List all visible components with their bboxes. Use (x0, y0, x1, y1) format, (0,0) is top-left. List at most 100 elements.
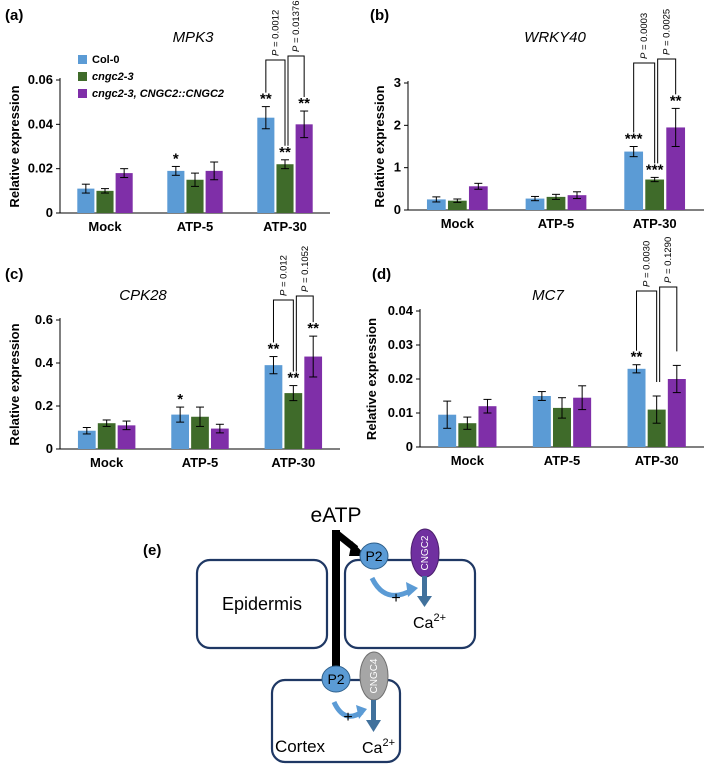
y-tick-label: 0 (46, 441, 53, 456)
x-tick-label: ATP-5 (538, 216, 575, 231)
bar-cngc2-3-atp-5 (553, 407, 571, 447)
y-tick-label: 0.02 (28, 161, 53, 176)
bar-col-0-atp-30 (264, 365, 283, 449)
bar-col-0-atp-5 (171, 414, 190, 449)
ca-charge-epidermis: 2+ (433, 612, 446, 624)
bar-col-0-mock (426, 199, 446, 210)
pvalue-label: P = 0.0012 (270, 10, 281, 56)
bar-cngc2-3-cngc2-cngc2-mock (117, 425, 136, 449)
p2-receptor-cortex (321, 665, 351, 693)
pvalue-label: P = 0.0030 (642, 241, 653, 287)
pvalue-symbol: P (662, 48, 673, 55)
y-tick-label: 0.06 (28, 72, 53, 87)
ca-symbol-epidermis: Ca (413, 615, 434, 632)
legend-swatch (78, 55, 87, 64)
pvalue-value: = 0.1052 (300, 246, 311, 286)
chart-panel-b: (b) WRKY40 Relative expression 0 1 2 3 Mock ATP-… (370, 7, 704, 231)
significance-stars: ** (287, 370, 299, 387)
bar-cngc2-3-mock (458, 423, 477, 447)
bar-col-0-atp-30 (624, 151, 644, 210)
panel-label: (b) (370, 7, 389, 24)
pvalue-bracket (657, 58, 677, 164)
bar-cngc2-3-atp-5 (186, 179, 204, 213)
x-tick-label: ATP-30 (271, 455, 315, 470)
bar-cngc2-3-mock (96, 190, 114, 213)
pvalue-bracket (287, 55, 305, 146)
pvalue-bracket (633, 62, 656, 164)
y-axis-label: Relative expression (7, 323, 22, 445)
pvalue-value: = 0.0030 (642, 241, 653, 281)
y-tick-label: 0.6 (35, 312, 53, 327)
pvalue-label: P = 0.01376 (291, 0, 302, 52)
x-tick-label: ATP-5 (182, 455, 219, 470)
legend-entry: Col-0 (92, 54, 120, 66)
panel-label: (a) (5, 7, 23, 24)
plus-sign-epidermis: + (391, 590, 400, 607)
x-tick-label: Mock (451, 453, 485, 468)
significance-stars: * (177, 391, 183, 408)
x-tick-label: Mock (88, 219, 122, 234)
eatp-label: eATP (311, 504, 362, 527)
plus-sign-cortex: + (343, 709, 352, 726)
legend-entry-construct: CNGC2::CNGC2 (140, 88, 224, 100)
x-tick-label: ATP-30 (633, 216, 677, 231)
bar-cngc2-3-cngc2-cngc2-atp-5 (567, 195, 587, 210)
x-tick-label: ATP-30 (635, 453, 679, 468)
ca-influx-arrow-epidermis (422, 576, 427, 598)
legend-swatch (78, 72, 87, 81)
significance-stars: ** (298, 95, 310, 112)
y-tick-label: 1 (394, 160, 401, 175)
pvalue-symbol: P (270, 49, 281, 56)
pvalue-symbol: P (663, 276, 674, 283)
x-tick-label: ATP-5 (177, 219, 214, 234)
pathway-diagram: (e) Epidermis Cortex eATP P2 CNGC2 + Ca2… (143, 504, 477, 764)
activation-arrowhead-epidermis (406, 582, 418, 597)
pvalue-value: = 0.0012 (270, 10, 281, 50)
x-tick-label: ATP-30 (263, 219, 307, 234)
ca-symbol-cortex: Ca (362, 740, 383, 757)
bar-cngc2-3-cngc2-cngc2-atp-30 (667, 379, 686, 447)
ca-charge-cortex: 2+ (382, 737, 395, 749)
panel-label: (c) (5, 266, 23, 283)
bar-col-0-atp-30 (627, 368, 646, 447)
ca-label-cortex: Ca2+ (362, 737, 395, 757)
panel-label: (d) (372, 266, 391, 283)
y-tick-label: 0 (394, 202, 401, 217)
bar-cngc2-3-atp-30 (284, 393, 303, 449)
y-axis-label: Relative expression (7, 85, 22, 207)
activation-arrowhead-cortex (356, 705, 367, 719)
significance-stars: ** (268, 341, 280, 358)
pvalue-symbol: P (639, 52, 650, 59)
bar-cngc2-3-cngc2-cngc2-atp-30 (304, 356, 323, 449)
bar-cngc2-3-cngc2-cngc2-atp-30 (295, 124, 313, 213)
epidermis-cell (195, 558, 329, 650)
bar-col-0-atp-5 (532, 396, 551, 447)
pvalue-label: P = 0.0003 (639, 13, 650, 59)
bar-col-0-mock (438, 414, 457, 447)
bar-cngc2-3-atp-30 (645, 179, 665, 210)
bar-cngc2-3-cngc2-cngc2-atp-5 (573, 397, 592, 447)
y-tick-label: 0.01 (388, 405, 413, 420)
pvalue-bracket (272, 299, 294, 372)
pvalue-bracket (295, 295, 314, 372)
significance-stars: ** (631, 349, 643, 366)
bar-col-0-atp-5 (167, 170, 185, 213)
epidermis-label: Epidermis (222, 594, 302, 614)
pvalue-value: = 0.01376 (291, 0, 302, 45)
bar-cngc2-3-cngc2-cngc2-atp-5 (205, 170, 223, 213)
pvalue-symbol: P (278, 289, 289, 296)
cngc4-label: CNGC4 (369, 658, 380, 693)
bar-cngc2-3-cngc2-cngc2-mock (115, 173, 133, 213)
y-tick-label: 0 (406, 439, 413, 454)
ca-label-epidermis: Ca2+ (413, 612, 446, 632)
legend-entry: cngc2-3, CNGC2::CNGC2 (92, 88, 224, 100)
pvalue-symbol: P (300, 285, 311, 292)
pvalue-symbol: P (291, 45, 302, 52)
y-tick-label: 0.02 (388, 371, 413, 386)
ca-influx-arrowhead-cortex (366, 720, 381, 732)
chart-title: MPK3 (173, 29, 215, 46)
x-tick-label: Mock (90, 455, 124, 470)
chart-panel-c: (c) CPK28 Relative expression 0 0.2 0.4 0.6 Moc… (5, 246, 340, 470)
p2-receptor-epidermis (359, 542, 389, 570)
